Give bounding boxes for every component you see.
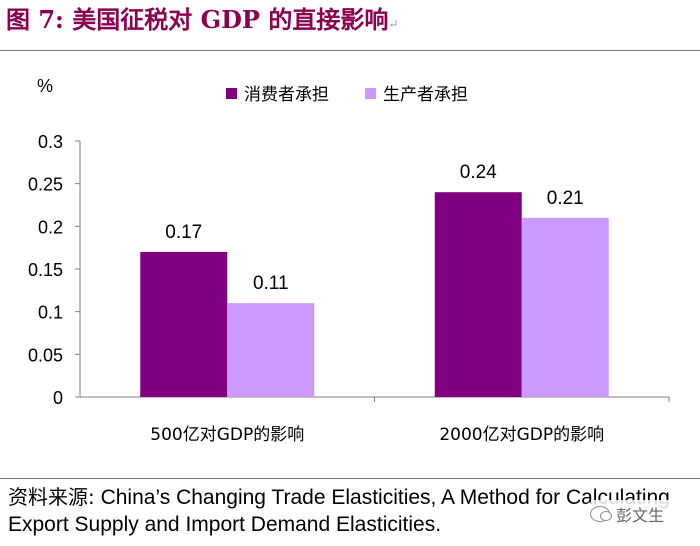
figure-title: 图 7: 美国征税对 GDP 的直接影响↵	[6, 2, 398, 38]
y-tick-label: 0	[53, 388, 63, 408]
x-category-label: 500亿对GDP的影响	[150, 425, 304, 445]
y-tick-label: 0.05	[28, 345, 63, 365]
watermark: 彭文生	[590, 500, 694, 528]
figure-title-text: 图 7: 美国征税对 GDP 的直接影响	[6, 5, 389, 34]
title-divider	[0, 50, 700, 51]
data-label: 0.11	[253, 273, 289, 294]
data-label: 0.24	[460, 162, 497, 183]
x-category-label: 2000亿对GDP的影响	[439, 425, 604, 445]
bar-producer-0	[227, 303, 315, 397]
y-axis-label: %	[37, 76, 53, 96]
bar-producer-1	[521, 217, 609, 397]
y-tick-label: 0.3	[38, 132, 63, 152]
y-tick-label: 0.2	[38, 217, 63, 237]
data-label: 0.17	[165, 222, 202, 243]
legend-label: 消费者承担	[244, 85, 329, 105]
return-mark: ↵	[388, 17, 399, 31]
legend-swatch	[226, 88, 237, 99]
legend: 消费者承担 生产者承担	[226, 85, 468, 105]
source-text: China’s Changing Trade Elasticities, A M…	[8, 486, 670, 536]
bars	[140, 192, 609, 397]
legend-label: 生产者承担	[383, 85, 468, 105]
legend-swatch	[365, 88, 376, 99]
bar-chart: % 消费者承担 生产者承担 0 0.05 0.1 0.15 0.2 0.25 0.3 500亿对…	[28, 76, 670, 445]
source-label: 资料来源:	[8, 485, 95, 509]
wechat-icon	[590, 506, 612, 522]
watermark-text: 彭文生	[616, 506, 665, 525]
y-tick-label: 0.1	[38, 303, 63, 323]
data-label: 0.21	[547, 188, 584, 209]
bar-consumer-1	[434, 192, 522, 397]
y-tick-label: 0.15	[28, 260, 63, 280]
bar-consumer-0	[140, 251, 228, 397]
y-tick-label: 0.25	[28, 175, 63, 195]
data-labels: 0.17 0.11 0.24 0.21	[165, 162, 583, 294]
source-note: 资料来源: China’s Changing Trade Elasticitie…	[8, 484, 688, 538]
source-divider	[0, 478, 700, 479]
axes: 0 0.05 0.1 0.15 0.2 0.25 0.3 500亿对GDP的影响 2000亿对G…	[28, 132, 670, 445]
